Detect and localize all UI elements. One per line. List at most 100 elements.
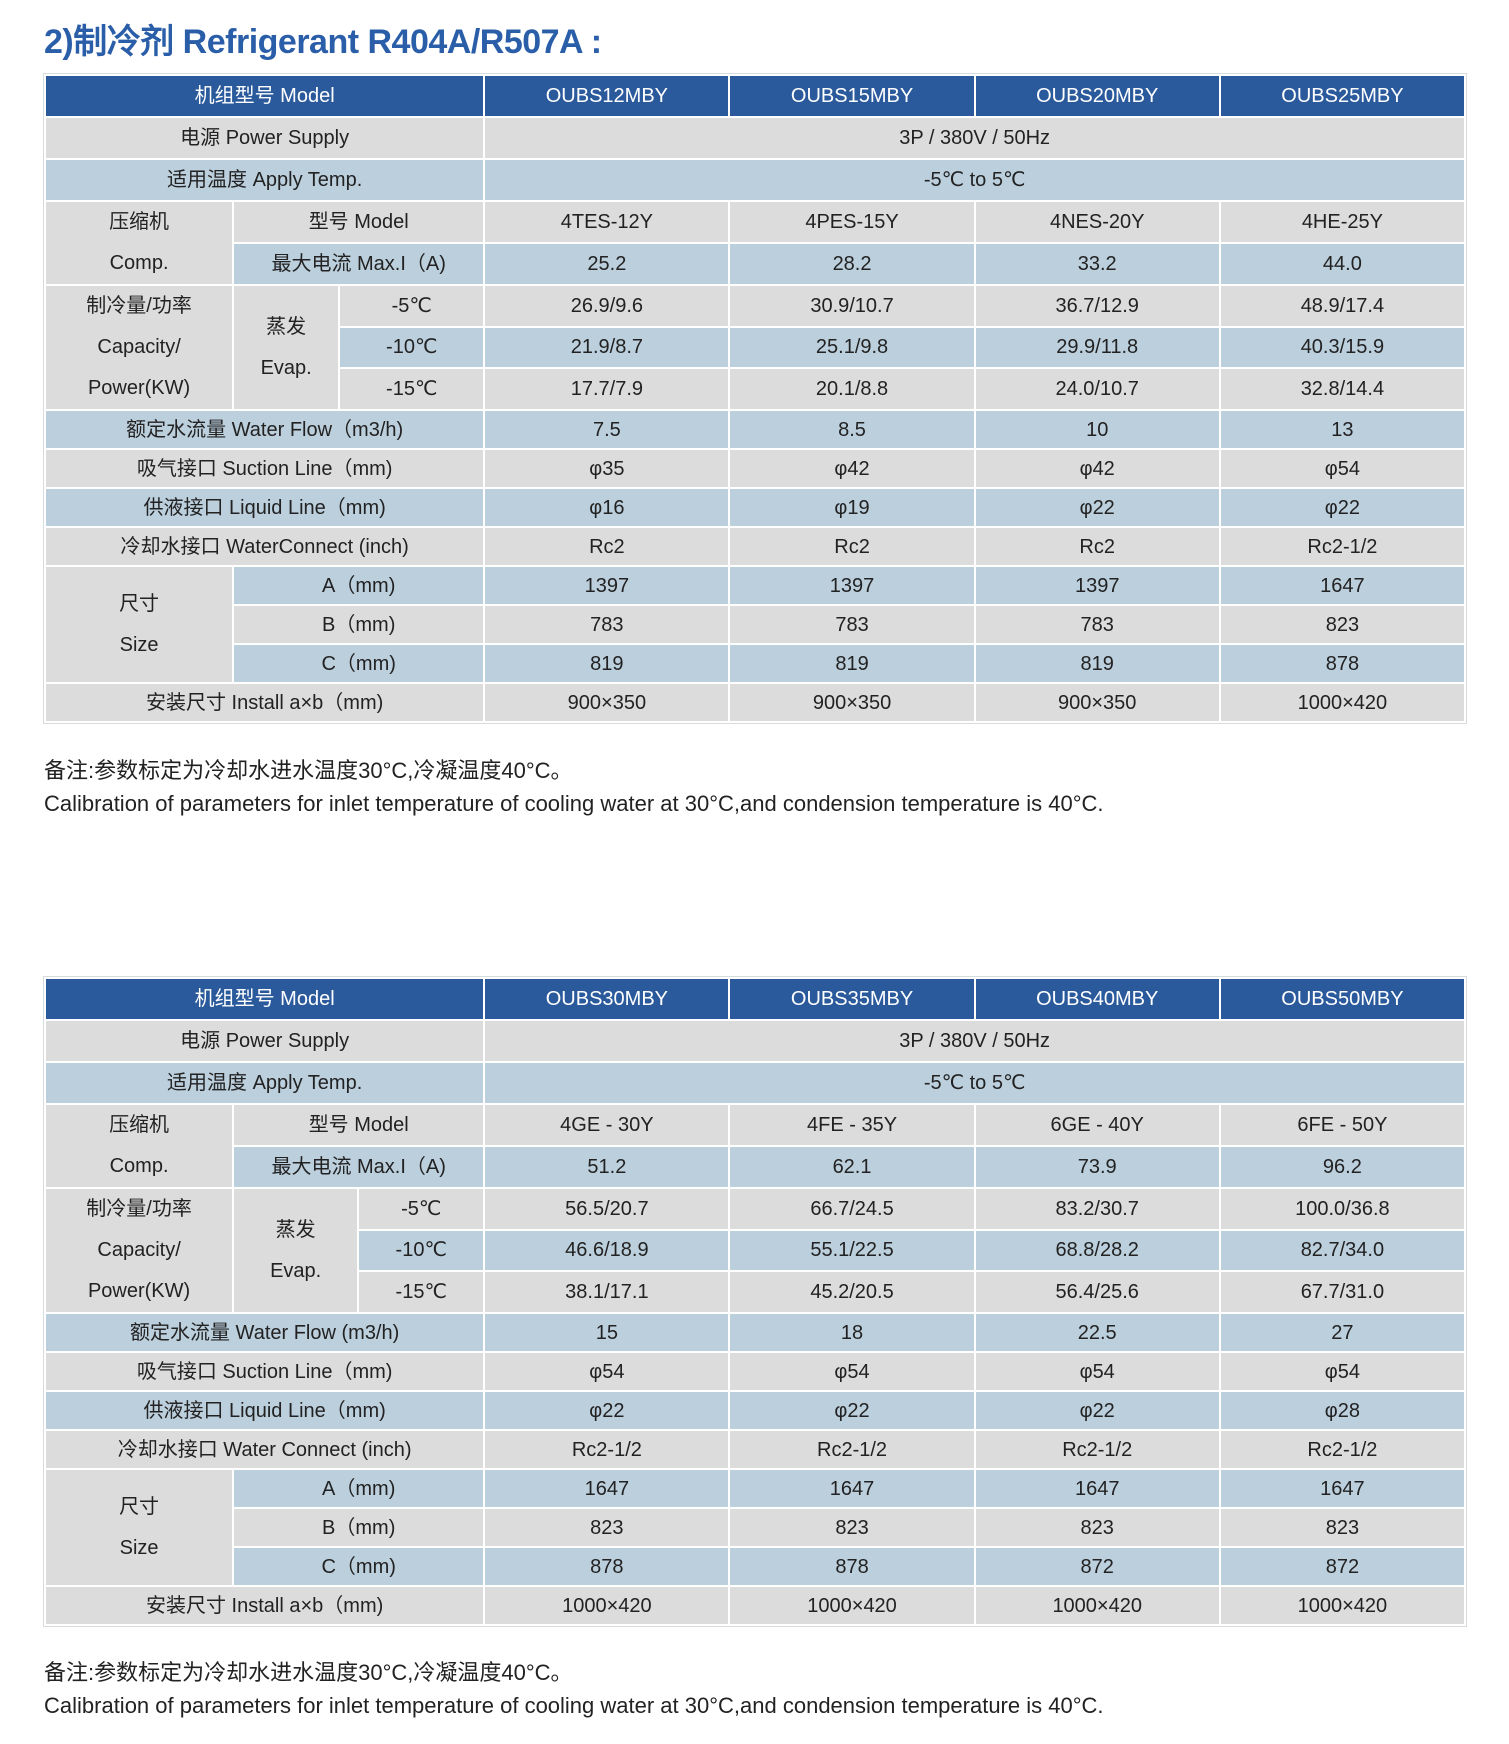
row-label: 额定水流量 Water Flow (m3/h) bbox=[43, 1312, 486, 1353]
value-cell: 21.9/8.7 bbox=[483, 325, 731, 370]
power-supply-row: 电源 Power Supply 3P / 380V / 50Hz bbox=[43, 1019, 1466, 1063]
value-cell: φ54 bbox=[1218, 1351, 1467, 1392]
evap-temp: -10℃ bbox=[338, 325, 486, 370]
max-current-row: 最大电流 Max.I（A) 51.2 62.1 73.9 96.2 bbox=[45, 1145, 1467, 1189]
row-label: 额定水流量 Water Flow（m3/h) bbox=[43, 409, 486, 450]
suction-line-row: 吸气接口 Suction Line（mm) φ35 φ42 φ42 φ54 bbox=[43, 448, 1467, 489]
value-cell: 62.1 bbox=[728, 1145, 976, 1189]
value-cell: 1000×420 bbox=[728, 1585, 976, 1626]
size-row: C（mm) 819 819 819 878 bbox=[45, 643, 1467, 684]
value-cell: 1397 bbox=[973, 565, 1221, 606]
row-label: A（mm) bbox=[232, 1468, 486, 1509]
value-cell: 96.2 bbox=[1218, 1145, 1467, 1189]
value-cell: 56.5/20.7 bbox=[483, 1187, 731, 1231]
value-cell: 20.1/8.8 bbox=[728, 367, 976, 411]
value-cell: 3P / 380V / 50Hz bbox=[483, 1019, 1466, 1063]
value-cell: 40.3/15.9 bbox=[1218, 325, 1467, 370]
value-cell: 819 bbox=[973, 643, 1221, 684]
value-cell: 51.2 bbox=[483, 1145, 731, 1189]
value-cell: 36.7/12.9 bbox=[973, 284, 1221, 328]
value-cell: 3P / 380V / 50Hz bbox=[483, 116, 1466, 160]
value-cell: 4TES-12Y bbox=[483, 200, 731, 244]
value-cell: 4GE - 30Y bbox=[483, 1103, 731, 1147]
value-cell: φ42 bbox=[973, 448, 1221, 489]
row-label: 适用温度 Apply Temp. bbox=[43, 158, 486, 202]
value-cell: 56.4/25.6 bbox=[973, 1270, 1221, 1314]
value-cell: 17.7/7.9 bbox=[483, 367, 731, 411]
evap-label: 蒸发 Evap. bbox=[232, 1187, 360, 1314]
value-cell: 68.8/28.2 bbox=[973, 1228, 1221, 1273]
size-row: 尺寸 Size A（mm) 1647 1647 1647 1647 bbox=[43, 1468, 1467, 1587]
evap-label: 蒸发 Evap. bbox=[232, 284, 341, 411]
model-header: OUBS30MBY bbox=[483, 977, 731, 1021]
size-label: 尺寸 Size bbox=[43, 565, 235, 684]
liquid-line-row: 供液接口 Liquid Line（mm) φ22 φ22 φ22 φ28 bbox=[43, 1390, 1467, 1431]
evap-label-line: 蒸发 bbox=[275, 1218, 316, 1241]
value-cell: φ22 bbox=[973, 487, 1221, 528]
value-cell: 25.2 bbox=[483, 242, 731, 286]
row-label: 吸气接口 Suction Line（mm) bbox=[43, 448, 486, 489]
install-row: 安装尺寸 Install a×b（mm) 1000×420 1000×420 1000… bbox=[43, 1585, 1467, 1626]
value-cell: 1000×420 bbox=[483, 1585, 731, 1626]
value-cell: φ54 bbox=[1218, 448, 1467, 489]
row-label: 供液接口 Liquid Line（mm) bbox=[43, 487, 486, 528]
value-cell: 1000×420 bbox=[1218, 682, 1467, 723]
capacity-row: -10℃ 21.9/8.7 25.1/9.8 29.9/11.8 40.3/15.9 bbox=[45, 325, 1467, 370]
value-cell: -5℃ to 5℃ bbox=[483, 1061, 1466, 1105]
row-label: C（mm) bbox=[232, 1546, 486, 1587]
row-label: 最大电流 Max.I（A) bbox=[232, 242, 486, 286]
compressor-label-line: Comp. bbox=[109, 252, 169, 274]
value-cell: 1647 bbox=[1218, 1468, 1467, 1509]
apply-temp-row: 适用温度 Apply Temp. -5℃ to 5℃ bbox=[43, 1061, 1466, 1105]
model-header: OUBS25MBY bbox=[1218, 74, 1467, 118]
value-cell: 783 bbox=[483, 604, 731, 645]
value-cell: φ54 bbox=[483, 1351, 731, 1392]
water-connect-row: 冷却水接口 WaterConnect (inch) Rc2 Rc2 Rc2 Rc2-1/… bbox=[43, 526, 1467, 567]
compressor-label-line: 压缩机 bbox=[109, 211, 170, 233]
size-row: C（mm) 878 878 872 872 bbox=[45, 1546, 1467, 1587]
value-cell: 10 bbox=[973, 409, 1221, 450]
capacity-label-line: Capacity/ bbox=[97, 1239, 181, 1261]
header-label: 机组型号 Model bbox=[43, 74, 486, 118]
value-cell: Rc2-1/2 bbox=[1218, 1429, 1467, 1470]
value-cell: 1647 bbox=[483, 1468, 731, 1509]
value-cell: 45.2/20.5 bbox=[728, 1270, 976, 1314]
value-cell: φ35 bbox=[483, 448, 731, 489]
water-flow-row: 额定水流量 Water Flow（m3/h) 7.5 8.5 10 13 bbox=[43, 409, 1467, 450]
spec-table: 机组型号 Model OUBS30MBY OUBS35MBY OUBS40MBY OUB… bbox=[43, 976, 1467, 1627]
install-row: 安装尺寸 Install a×b（mm) 900×350 900×350 900×35… bbox=[43, 682, 1467, 723]
water-flow-row: 额定水流量 Water Flow (m3/h) 15 18 22.5 27 bbox=[43, 1312, 1467, 1353]
value-cell: φ54 bbox=[973, 1351, 1221, 1392]
value-cell: φ16 bbox=[483, 487, 731, 528]
evap-label-line: Evap. bbox=[270, 1259, 322, 1282]
value-cell: 6GE - 40Y bbox=[973, 1103, 1221, 1147]
note-line: 备注:参数标定为冷却水进水温度30°C,冷凝温度40°C。 bbox=[44, 758, 573, 783]
compressor-model-row: 压缩机 Comp. 型号 Model 4GE - 30Y 4FE - 35Y 6GE - … bbox=[43, 1103, 1467, 1189]
value-cell: 27 bbox=[1218, 1312, 1467, 1353]
value-cell: Rc2-1/2 bbox=[1218, 526, 1467, 567]
table-note: 备注:参数标定为冷却水进水温度30°C,冷凝温度40°C。 Calibration… bbox=[44, 754, 1104, 820]
row-label: 供液接口 Liquid Line（mm) bbox=[43, 1390, 486, 1431]
value-cell: 55.1/22.5 bbox=[728, 1228, 976, 1273]
size-label-line: Size bbox=[119, 1536, 159, 1559]
value-cell: 46.6/18.9 bbox=[483, 1228, 731, 1273]
value-cell: 4HE-25Y bbox=[1218, 200, 1467, 244]
row-label: 最大电流 Max.I（A) bbox=[232, 1145, 486, 1189]
value-cell: 823 bbox=[973, 1507, 1221, 1548]
power-supply-row: 电源 Power Supply 3P / 380V / 50Hz bbox=[43, 116, 1466, 160]
value-cell: 1397 bbox=[483, 565, 731, 606]
value-cell: 872 bbox=[973, 1546, 1221, 1587]
value-cell: φ22 bbox=[728, 1390, 976, 1431]
value-cell: 30.9/10.7 bbox=[728, 284, 976, 328]
model-header: OUBS15MBY bbox=[728, 74, 976, 118]
value-cell: 1397 bbox=[728, 565, 976, 606]
value-cell: Rc2 bbox=[973, 526, 1221, 567]
value-cell: φ28 bbox=[1218, 1390, 1467, 1431]
table-note: 备注:参数标定为冷却水进水温度30°C,冷凝温度40°C。 Calibration… bbox=[44, 1656, 1104, 1722]
capacity-label-line: 制冷量/功率 bbox=[86, 1198, 192, 1220]
value-cell: 823 bbox=[1218, 1507, 1467, 1548]
capacity-row: 制冷量/功率 Capacity/Power(KW) 蒸发 Evap. -5℃ 26.9/9… bbox=[43, 284, 1467, 411]
value-cell: φ19 bbox=[728, 487, 976, 528]
row-label: 安装尺寸 Install a×b（mm) bbox=[43, 1585, 486, 1626]
section-title: 2)制冷剂 Refrigerant R404A/R507A : bbox=[44, 23, 602, 61]
